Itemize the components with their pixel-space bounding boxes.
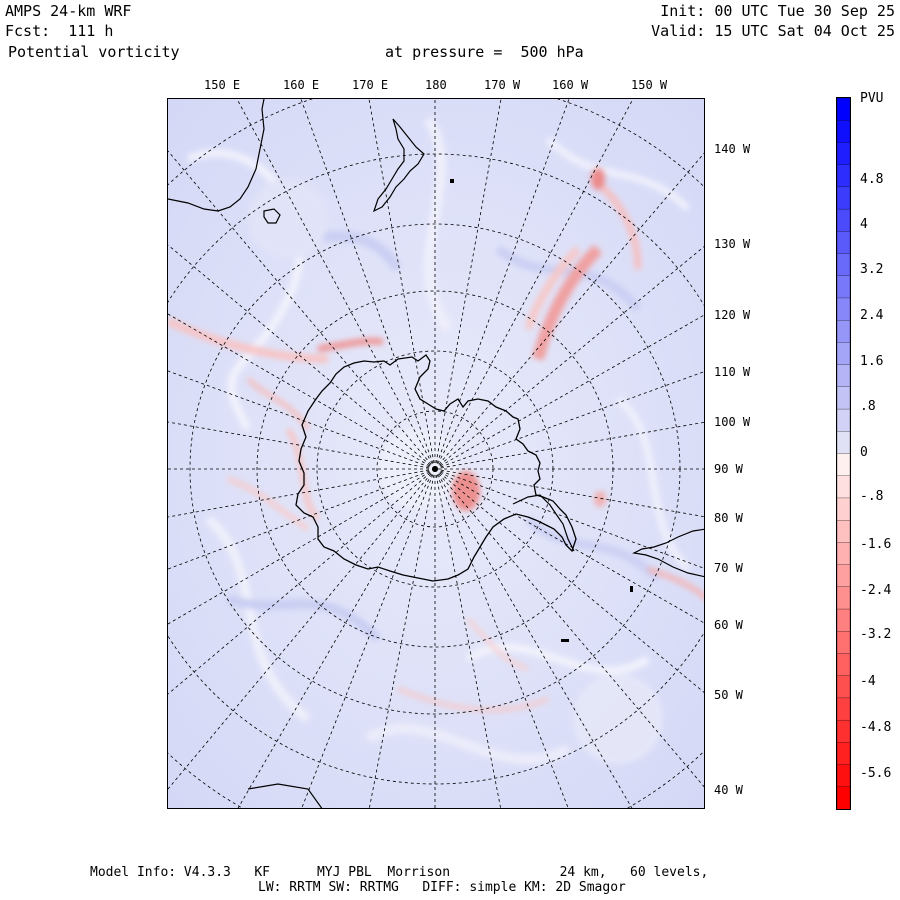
new-zealand	[372, 118, 425, 213]
colorbar-tick-label: 4.8	[860, 172, 884, 187]
pv-map-svg	[168, 99, 704, 808]
colorbar-segment	[836, 320, 851, 344]
colorbar-unit: PVU	[860, 91, 884, 106]
lon-label-80w: 80 W	[714, 511, 743, 525]
model-title: AMPS 24-km WRF	[5, 2, 132, 20]
colorbar-segment	[836, 675, 851, 699]
colorbar-tick-label: -1.6	[860, 537, 892, 552]
colorbar-segment	[836, 586, 851, 610]
australia-coast	[168, 99, 265, 212]
colorbar-tick-label: -2.4	[860, 583, 892, 598]
lon-label-180: 180	[425, 78, 447, 92]
model-info-line1: Model Info: V4.3.3 KF MYJ PBL Morrison 2…	[90, 865, 709, 880]
field-swirls	[186, 116, 691, 765]
colorbar-segment	[836, 431, 851, 455]
lon-label-70w: 70 W	[714, 561, 743, 575]
colorbar-segment	[836, 275, 851, 299]
colorbar-segment	[836, 120, 851, 144]
lon-label-150w: 150 W	[631, 78, 668, 92]
colorbar-segment	[836, 453, 851, 477]
lon-label-90w: 90 W	[714, 462, 743, 476]
colorbar-tick-label: 4	[860, 217, 868, 232]
colorbar-segment	[836, 764, 851, 788]
valid-time: Valid: 15 UTC Sat 04 Oct 25	[651, 22, 895, 40]
colorbar-segment	[836, 97, 851, 121]
island-1	[450, 179, 454, 183]
island-3	[630, 586, 633, 592]
colorbar-segment	[836, 297, 851, 321]
pressure-level: at pressure = 500 hPa	[385, 43, 584, 61]
field-name: Potential vorticity	[8, 43, 180, 61]
lon-label-160w: 160 W	[552, 78, 589, 92]
antarctic-peninsula	[512, 494, 575, 552]
pv-colorbar	[836, 97, 851, 810]
colorbar-tick-label: -4	[860, 674, 876, 689]
south-america-coast	[632, 528, 704, 578]
colorbar-tick-label: .8	[860, 399, 876, 414]
colorbar-tick-label: -5.6	[860, 766, 892, 781]
colorbar-svg	[836, 97, 851, 810]
colorbar-tick-label: -.8	[860, 489, 884, 504]
colorbar-segment	[836, 697, 851, 721]
lon-label-50w: 50 W	[714, 688, 743, 702]
lon-label-100w: 100 W	[714, 415, 751, 429]
colorbar-segment	[836, 142, 851, 166]
lon-label-140w: 140 W	[714, 142, 751, 156]
colorbar-segment	[836, 786, 851, 810]
colorbar-segment	[836, 408, 851, 432]
negative-pv-streaks	[168, 168, 704, 712]
colorbar-segment	[836, 208, 851, 232]
colorbar-segment	[836, 520, 851, 544]
meridian-lines	[168, 99, 704, 808]
tasmania	[263, 208, 281, 224]
colorbar-segment	[836, 719, 851, 744]
colorbar-segment	[836, 497, 851, 521]
colorbar-segment	[836, 164, 851, 188]
lon-label-160e: 160 E	[283, 78, 320, 92]
colorbar-segment	[836, 364, 851, 388]
lon-label-60w: 60 W	[714, 618, 743, 632]
lon-label-40w: 40 W	[714, 783, 743, 797]
colorbar-segment	[836, 253, 851, 277]
colorbar-segment	[836, 631, 851, 655]
model-info-line2: LW: RRTM SW: RRTMG DIFF: simple KM: 2D S…	[258, 880, 626, 895]
antarctica-coastline	[295, 354, 577, 582]
lon-label-130w: 130 W	[714, 237, 751, 251]
colorbar-segment	[836, 386, 851, 410]
lon-label-110w: 110 W	[714, 365, 751, 379]
colorbar-tick-label: -4.8	[860, 720, 892, 735]
colorbar-segment	[836, 475, 851, 499]
colorbar-tick-label: 3.2	[860, 262, 884, 277]
lon-label-150e: 150 E	[204, 78, 241, 92]
colorbar-tick-label: 0	[860, 445, 868, 460]
lon-label-170w: 170 W	[484, 78, 521, 92]
forecast-hour: Fcst: 111 h	[5, 22, 114, 40]
colorbar-segment	[836, 342, 851, 366]
lon-label-170e: 170 E	[352, 78, 389, 92]
lon-label-120w: 120 W	[714, 308, 751, 322]
colorbar-tick-label: 1.6	[860, 354, 884, 369]
colorbar-segment	[836, 231, 851, 255]
bottom-coast	[247, 783, 323, 808]
colorbar-segment	[836, 564, 851, 588]
colorbar-tick-label: 2.4	[860, 308, 884, 323]
colorbar-segment	[836, 653, 851, 677]
colorbar-tick-label: -3.2	[860, 627, 892, 642]
colorbar-segment	[836, 742, 851, 766]
pv-map	[167, 98, 705, 809]
init-time: Init: 00 UTC Tue 30 Sep 25	[660, 2, 895, 20]
colorbar-segment	[836, 542, 851, 566]
colorbar-segment	[836, 608, 851, 632]
island-2	[561, 639, 569, 642]
colorbar-segment	[836, 186, 851, 210]
